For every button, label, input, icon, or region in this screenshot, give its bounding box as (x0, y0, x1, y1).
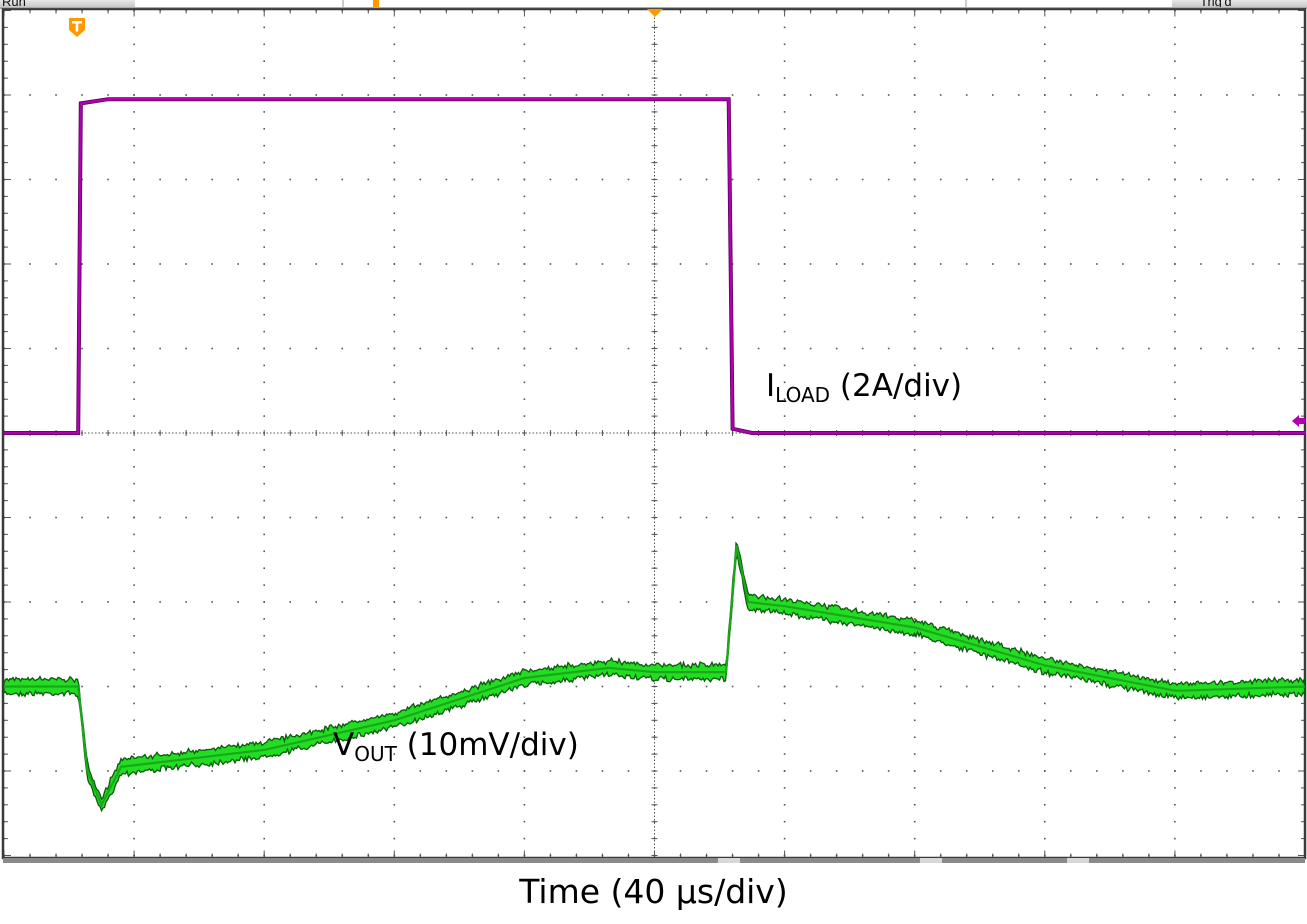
run-status-tab: Run (0, 0, 135, 7)
scrollbar-marker (1067, 858, 1089, 863)
vout-trace-core (4, 545, 1306, 808)
vout-label: VOUT (10mV/div) (333, 727, 579, 766)
trigger-position-icon[interactable] (647, 9, 663, 17)
horizontal-position-marker[interactable] (373, 0, 379, 7)
vout-trace (3, 541, 1306, 813)
iload-trace (4, 97, 1305, 435)
iload-label: ILOAD (2A/div) (766, 368, 963, 407)
iload-ground-reference-icon[interactable] (1292, 415, 1305, 427)
graticule (3, 9, 1306, 924)
x-axis-label: Time (40 µs/div) (519, 872, 788, 911)
trigger-t-icon (69, 18, 85, 37)
scrollbar-marker (920, 858, 942, 863)
scrollbar-marker (718, 858, 740, 863)
traces (3, 97, 1306, 813)
trigger-status-tab: Trig'd (1172, 0, 1307, 7)
bottom-scrollbar[interactable] (3, 858, 1305, 863)
